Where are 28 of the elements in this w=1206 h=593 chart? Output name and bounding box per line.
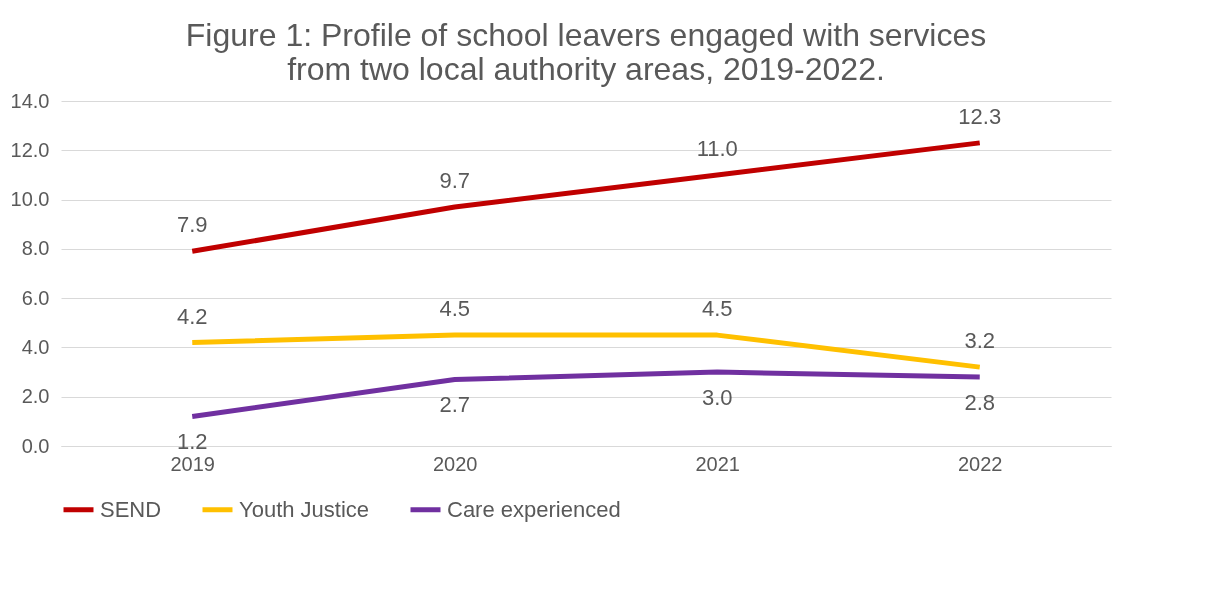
data-label: 3.0	[701, 385, 733, 411]
data-label: 4.5	[439, 296, 471, 322]
legend-label: SEND	[100, 496, 162, 522]
y-tick-label: 12.0	[10, 138, 50, 161]
y-tick-label: 4.0	[21, 335, 50, 358]
y-tick-label: 10.0	[10, 188, 50, 211]
chart-title: Figure 1: Profile of school leavers engaged with services from two local authority areas, 2019-2022.	[185, 17, 987, 87]
data-label: 7.9	[176, 212, 208, 238]
legend-label: Care experienced	[447, 496, 621, 522]
x-tick-label: 2022	[958, 452, 1003, 475]
y-tick-label: 14.0	[10, 89, 50, 112]
x-tick-label: 2020	[433, 452, 478, 475]
y-tick-label: 2.0	[21, 385, 50, 408]
y-tick-label: 8.0	[21, 237, 50, 260]
data-label: 3.2	[964, 328, 996, 354]
data-label: 4.2	[176, 303, 208, 329]
data-label: 1.2	[176, 429, 208, 455]
y-tick-label: 6.0	[21, 286, 50, 309]
data-label: 2.7	[439, 392, 471, 418]
data-label: 9.7	[439, 167, 471, 193]
y-tick-label: 0.0	[21, 434, 50, 457]
x-tick-label: 2021	[695, 452, 740, 475]
legend-label: Youth Justice	[239, 496, 370, 522]
data-label: 2.8	[964, 390, 996, 415]
data-label: 4.5	[701, 296, 733, 322]
data-label: 11.0	[696, 135, 738, 161]
data-label: 12.3	[958, 103, 1002, 129]
x-tick-label: 2019	[170, 452, 215, 475]
